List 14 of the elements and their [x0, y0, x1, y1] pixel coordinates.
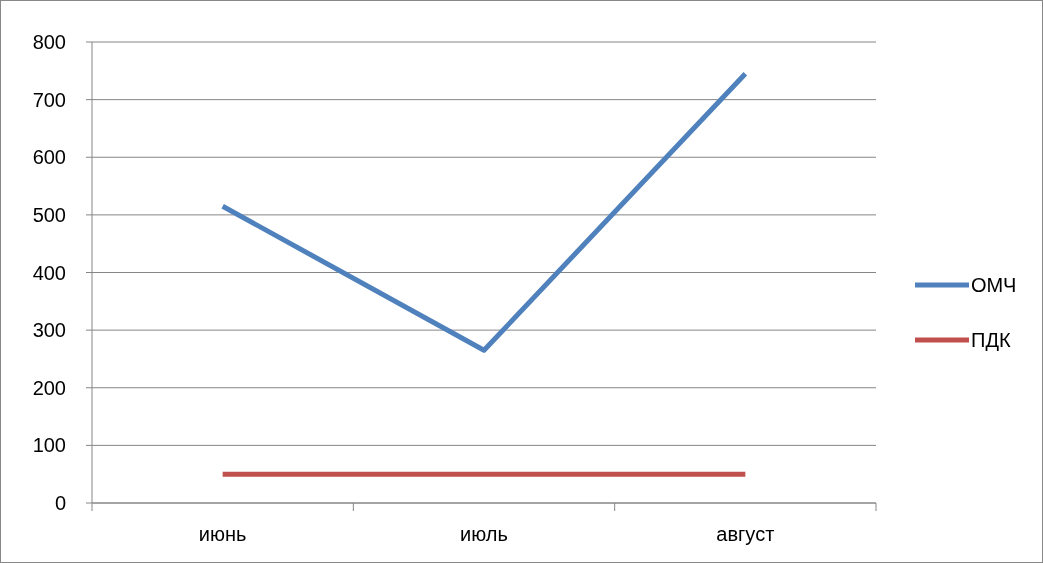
y-tick-label: 500	[32, 203, 66, 226]
y-tick-label: 0	[54, 492, 66, 514]
y-tick-label: 200	[32, 376, 66, 399]
y-tick-label: 800	[32, 31, 66, 53]
y-tick-label: 300	[32, 319, 66, 342]
x-tick-label: июль	[460, 523, 508, 545]
legend-label: ПДК	[971, 329, 1011, 351]
y-tick-label: 600	[32, 146, 66, 169]
x-tick-label: август	[716, 523, 775, 545]
y-tick-label: 400	[32, 261, 66, 284]
legend-label: ОМЧ	[971, 274, 1017, 296]
y-tick-label: 100	[32, 434, 66, 457]
x-tick-label: июнь	[198, 523, 247, 545]
y-tick-label: 700	[32, 88, 66, 111]
